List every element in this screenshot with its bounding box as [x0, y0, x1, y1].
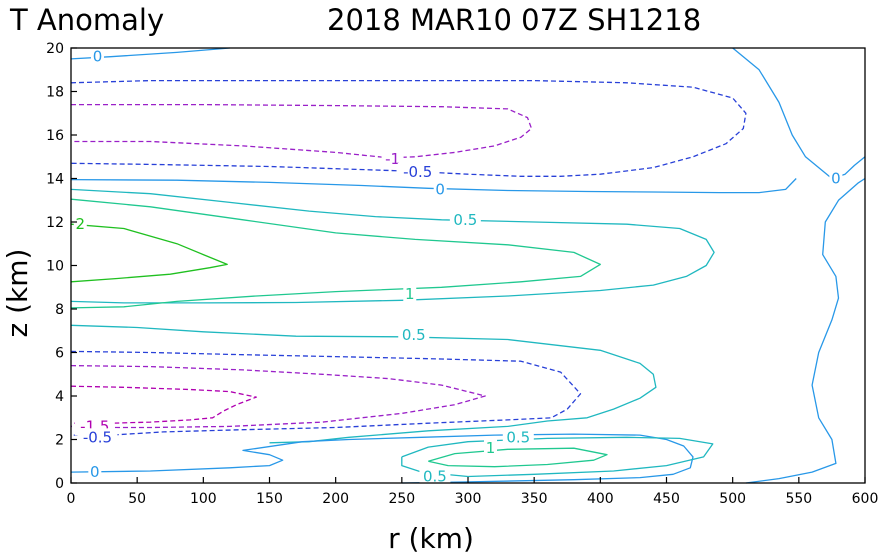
chart-title-right: 2018 MAR10 07Z SH1218: [327, 3, 701, 37]
contour-label: 0.5: [402, 326, 426, 344]
contour-label: 0: [435, 180, 445, 198]
contour-label-bg: [88, 463, 102, 482]
y-tick-label: 8: [55, 302, 64, 318]
contour-label: -0.5: [403, 163, 432, 181]
contour-line: [70, 79, 747, 177]
y-tick-label: 10: [46, 259, 64, 275]
contour-line: [70, 188, 715, 304]
y-axis-label: z (km): [1, 249, 34, 338]
contour-line: [70, 350, 582, 436]
x-tick-label: 200: [322, 491, 349, 507]
x-tick-label: 400: [587, 491, 614, 507]
contour-label: -0.5: [83, 428, 112, 446]
x-tick-label: 100: [190, 491, 217, 507]
contour-label-bg: [829, 169, 843, 188]
x-tick-label: 600: [852, 491, 879, 507]
contour-line: [745, 177, 866, 484]
x-axis-label: r (km): [388, 522, 474, 555]
contour-label: 1: [486, 439, 496, 457]
x-tick-label: 50: [128, 491, 146, 507]
contour-line: [70, 223, 228, 283]
contour-label-bg: [449, 210, 481, 229]
contour-label: 0.5: [453, 211, 477, 229]
y-tick-label: 6: [55, 346, 64, 362]
contour-line: [71, 103, 533, 159]
x-tick-label: 250: [388, 491, 415, 507]
contour-label-bg: [419, 467, 451, 486]
y-tick-label: 12: [46, 215, 64, 231]
contour-line: [70, 198, 601, 309]
contour-line: [70, 324, 657, 444]
contour-line: [428, 447, 608, 468]
contour-label: 0: [831, 170, 841, 188]
y-tick-label: 2: [55, 433, 64, 449]
contour-label: 0.5: [506, 428, 530, 446]
x-tick-label: 300: [455, 491, 482, 507]
contour-line: [70, 364, 486, 429]
contour-line: [732, 47, 866, 180]
contour-label: 0: [93, 48, 103, 66]
contour-label-bg: [483, 439, 497, 458]
x-tick-label: 550: [785, 491, 812, 507]
y-tick-label: 0: [55, 476, 64, 492]
contour-label: -1: [385, 150, 400, 168]
y-tick-label: 16: [46, 128, 64, 144]
contour-label-bg: [398, 326, 430, 345]
x-tick-label: 500: [719, 491, 746, 507]
contour-line: [70, 47, 230, 60]
y-tick-label: 14: [46, 172, 64, 188]
x-tick-label: 450: [653, 491, 680, 507]
chart-title-left: T Anomaly: [9, 3, 164, 37]
contour-label: 0.5: [423, 467, 447, 485]
contour-label: 1: [405, 285, 415, 303]
contour-label-bg: [90, 47, 104, 66]
y-tick-label: 4: [55, 389, 64, 405]
contour-label-bg: [77, 428, 118, 447]
y-axis: 0 2 4 6 8 10 12 14 16 18 20: [46, 41, 77, 492]
contour-line: [70, 385, 257, 424]
y-tick-label: 20: [46, 41, 64, 57]
contour-label-bg: [73, 215, 87, 234]
contour-label-bg: [403, 284, 417, 303]
x-tick-label: 0: [67, 491, 76, 507]
contour-label-bg: [397, 162, 438, 181]
x-tick-label: 150: [256, 491, 283, 507]
x-tick-label: 350: [521, 491, 548, 507]
contour-label-bg: [433, 180, 447, 199]
contour-line: [70, 433, 694, 484]
contour-label: 2: [75, 215, 85, 233]
x-axis: 0 50 100 150 200 250 300 350 400 450 500 550 600: [67, 477, 879, 507]
contour-label: 0: [90, 463, 100, 481]
contour-lines: [70, 47, 866, 484]
contour-label-bg: [502, 428, 534, 447]
y-tick-label: 18: [46, 85, 64, 101]
contour-line: [70, 178, 797, 194]
